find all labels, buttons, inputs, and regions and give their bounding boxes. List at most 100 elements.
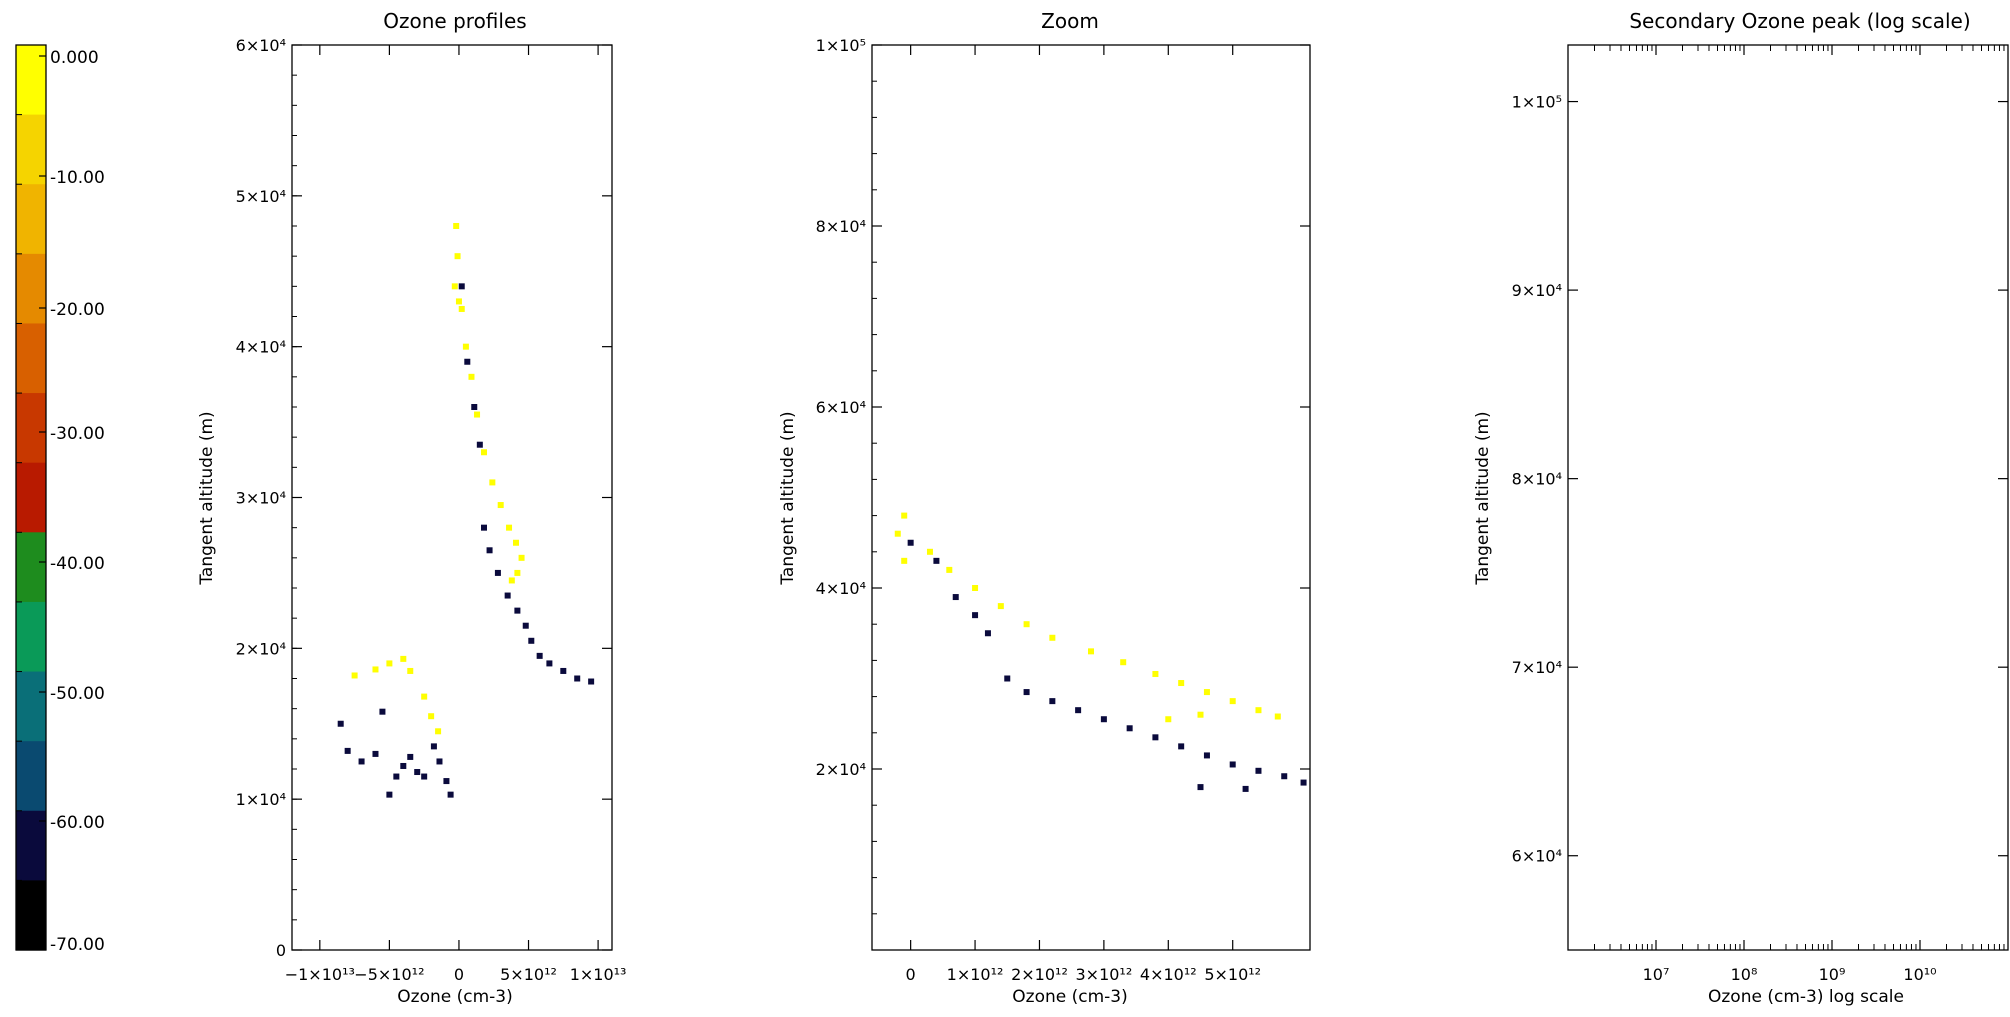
data-point [901,557,908,564]
colorbar-band [16,671,46,742]
data-point [407,667,414,674]
data-point [428,713,435,720]
y-tick-label: 8×10⁴ [1512,470,1562,489]
colorbar-tick-label: -20.00 [50,300,105,320]
data-point [481,524,487,531]
data-point [474,411,481,418]
data-point [1178,680,1185,687]
data-point [952,594,959,601]
data-series [351,223,525,735]
data-point [1281,773,1288,780]
data-point [1255,767,1262,774]
data-point [481,449,487,456]
x-tick-label: 0 [454,965,464,984]
data-point [468,373,475,380]
y-tick-label: 5×10⁴ [236,187,286,206]
x-tick-label: 1×10¹² [947,965,1004,984]
x-tick-label: 3×10¹² [1075,965,1132,984]
colorbar-band [16,532,46,603]
data-point [1152,670,1159,677]
data-point [972,612,979,619]
data-point [1203,752,1210,759]
data-point [372,750,379,757]
y-tick-label: 2×10⁴ [236,639,286,658]
data-point [984,630,991,637]
y-tick-label: 0 [276,941,286,960]
ozone-profiles-panel: Ozone profiles Ozone (cm-3) Tangent alti… [197,9,626,1007]
data-point [1088,648,1094,655]
x-tick-label: 2×10¹² [1011,965,1068,984]
data-point [1255,707,1262,714]
data-point [436,758,443,765]
data-point [1203,689,1210,696]
data-point [443,778,450,785]
chart-title: Secondary Ozone peak (log scale) [1629,9,1970,33]
data-point [497,502,504,509]
data-point [455,298,462,305]
data-point [926,548,933,555]
data-point [421,693,428,700]
x-tick-label: 4×10¹² [1140,965,1197,984]
data-point [1023,621,1030,628]
data-point [1126,725,1133,732]
data-point [400,762,407,769]
data-point [1075,707,1082,714]
y-tick-label: 1×10⁵ [1512,93,1562,112]
data-point [476,441,483,448]
x-axis-label: Ozone (cm-3) [1012,987,1127,1007]
data-point [471,404,478,410]
data-point [1229,698,1236,705]
y-tick-label: 2×10⁴ [816,760,866,779]
data-point [1023,689,1030,696]
data-point [494,569,501,576]
data-point [506,524,513,531]
data-point [351,672,358,679]
data-point [1165,716,1172,723]
data-point [514,569,521,576]
x-tick-label: 5×10¹² [1204,965,1261,984]
y-tick-label: 6×10⁴ [1512,847,1562,866]
x-tick-label: −1×10¹³ [285,965,355,984]
plot-frame [871,44,1311,951]
data-point [513,539,519,546]
chart-title: Ozone profiles [383,9,526,33]
y-tick-label: 4×10⁴ [816,579,866,598]
colorbar-band [16,741,46,812]
data-point [430,743,437,750]
data-point [458,305,465,312]
colorbar-bands [16,45,46,951]
colorbar-tick-label: -50.00 [50,684,105,704]
colorbar-band [16,253,46,325]
data-point [462,343,469,350]
x-tick-label: 10⁷ [1643,965,1670,984]
y-tick-label: 8×10⁴ [816,217,866,236]
data-point [379,708,386,715]
data-point [528,637,535,644]
data-point [1197,711,1204,718]
colorbar-tick-label: -30.00 [50,424,105,444]
data-point [574,675,581,682]
data-point [407,753,414,760]
data-point [386,660,393,667]
data-point [1049,698,1056,705]
x-axis-label: Ozone (cm-3) log scale [1708,987,1904,1007]
data-point [933,557,940,564]
data-point [372,666,379,673]
data-point [997,603,1004,610]
y-tick-label: 1×10⁵ [816,36,866,55]
x-tick-label: −5×10¹² [354,965,424,984]
y-tick-label: 9×10⁴ [1512,281,1562,300]
data-point [489,479,496,486]
x-axis-label: Ozone (cm-3) [397,987,512,1007]
plot-frame [1567,44,2009,951]
data-point [1120,659,1127,666]
x-tick-label: 0 [906,965,916,984]
x-tick-label: 10⁹ [1819,965,1846,984]
data-point [358,758,365,765]
data-point [901,512,908,519]
colorbar-band [16,462,46,533]
data-point [464,358,471,365]
colorbar-tick-label: 0.000 [50,48,99,68]
data-point [1242,785,1249,792]
